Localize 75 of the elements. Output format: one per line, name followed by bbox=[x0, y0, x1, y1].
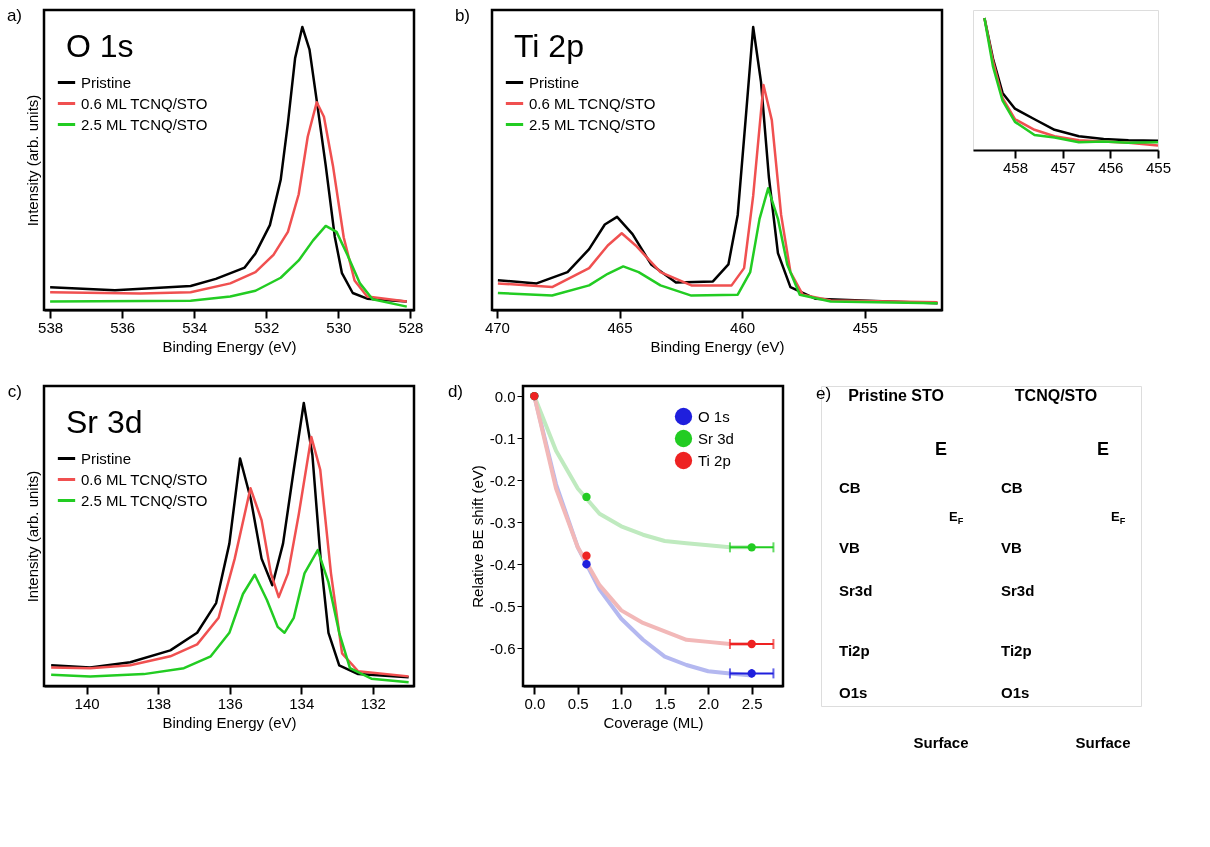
x-tick-label: 456 bbox=[1098, 158, 1124, 176]
text: d) bbox=[447, 382, 463, 401]
y-tick-label: -0.4 bbox=[489, 555, 516, 573]
text: Sr3d bbox=[1001, 582, 1035, 599]
text: VB bbox=[839, 539, 860, 556]
x-tick-label: 138 bbox=[146, 694, 172, 712]
x-tick-label: 455 bbox=[852, 318, 878, 336]
legend-label: 2.5 ML TCNQ/STO bbox=[81, 115, 208, 133]
x-tick-label: 457 bbox=[1050, 158, 1076, 176]
text: Ti2p bbox=[1001, 642, 1032, 659]
x-tick-label: 530 bbox=[326, 318, 352, 336]
text: a) bbox=[6, 6, 22, 25]
x-tick-label: 136 bbox=[217, 694, 243, 712]
x-tick-label: 140 bbox=[74, 694, 100, 712]
x-tick-label: 134 bbox=[289, 694, 315, 712]
y-tick-label: -0.5 bbox=[489, 597, 516, 615]
x-tick-label: 538 bbox=[38, 318, 64, 336]
y-axis-title: Relative BE shift (eV) bbox=[468, 465, 486, 608]
x-tick-label: 0.0 bbox=[524, 694, 546, 712]
text: VB bbox=[1001, 539, 1022, 556]
text: Pristine STO bbox=[848, 387, 944, 404]
legend-label: Pristine bbox=[529, 73, 580, 91]
x-axis-title: Binding Energy (eV) bbox=[162, 713, 297, 731]
x-tick-label: 1.5 bbox=[654, 694, 676, 712]
x-tick-label: 532 bbox=[254, 318, 280, 336]
x-tick-label: 460 bbox=[730, 318, 756, 336]
x-tick-label: 455 bbox=[1145, 158, 1172, 176]
y-tick-label: -0.3 bbox=[489, 513, 516, 531]
text: Surface bbox=[913, 734, 969, 751]
text: E bbox=[934, 439, 948, 459]
text: O1s bbox=[1001, 684, 1030, 701]
x-tick-label: 465 bbox=[607, 318, 633, 336]
x-tick-label: 536 bbox=[110, 318, 136, 336]
x-tick-label: 132 bbox=[360, 694, 386, 712]
text: b) bbox=[454, 6, 470, 25]
legend-label: 2.5 ML TCNQ/STO bbox=[529, 115, 656, 133]
y-tick-label: -0.1 bbox=[489, 429, 516, 447]
x-tick-label: 2.0 bbox=[698, 694, 720, 712]
x-tick-label: 458 bbox=[1002, 158, 1028, 176]
chart-title: O 1s bbox=[66, 28, 134, 64]
legend-label: Pristine bbox=[81, 73, 132, 91]
legend-label: Sr 3d bbox=[698, 429, 734, 447]
x-tick-label: 528 bbox=[398, 318, 424, 336]
text: E bbox=[1096, 439, 1110, 459]
y-tick-label: 0.0 bbox=[494, 387, 516, 405]
text: Ti2p bbox=[839, 642, 870, 659]
chart-title: Ti 2p bbox=[514, 28, 584, 64]
text: O1s bbox=[839, 684, 868, 701]
text: CB bbox=[839, 479, 861, 496]
x-tick-label: 1.0 bbox=[611, 694, 633, 712]
x-axis-title: Coverage (ML) bbox=[603, 713, 704, 731]
y-axis-title: Intensity (arb. units) bbox=[23, 470, 41, 603]
x-axis-title: Binding Energy (eV) bbox=[650, 337, 785, 355]
x-axis-title: Binding Energy (eV) bbox=[162, 337, 297, 355]
legend-label: 2.5 ML TCNQ/STO bbox=[81, 491, 208, 509]
text: Sr3d bbox=[839, 582, 873, 599]
legend-label: Pristine bbox=[81, 449, 132, 467]
x-tick-label: 534 bbox=[182, 318, 208, 336]
legend-label: 0.6 ML TCNQ/STO bbox=[81, 470, 208, 488]
text: e) bbox=[816, 384, 832, 403]
x-tick-label: 470 bbox=[484, 318, 510, 336]
text: Surface bbox=[1075, 734, 1131, 751]
y-tick-label: -0.2 bbox=[489, 471, 516, 489]
text: c) bbox=[7, 382, 22, 401]
y-axis-title: Intensity (arb. units) bbox=[23, 94, 41, 227]
text: CB bbox=[1001, 479, 1023, 496]
x-tick-label: 0.5 bbox=[567, 694, 589, 712]
legend-label: O 1s bbox=[698, 407, 730, 425]
x-tick-label: 2.5 bbox=[741, 694, 763, 712]
y-tick-label: -0.6 bbox=[489, 639, 516, 657]
legend-label: Ti 2p bbox=[698, 451, 731, 469]
text: TCNQ/STO bbox=[1014, 387, 1098, 404]
chart-title: Sr 3d bbox=[66, 404, 143, 440]
legend-label: 0.6 ML TCNQ/STO bbox=[529, 94, 656, 112]
legend-label: 0.6 ML TCNQ/STO bbox=[81, 94, 208, 112]
